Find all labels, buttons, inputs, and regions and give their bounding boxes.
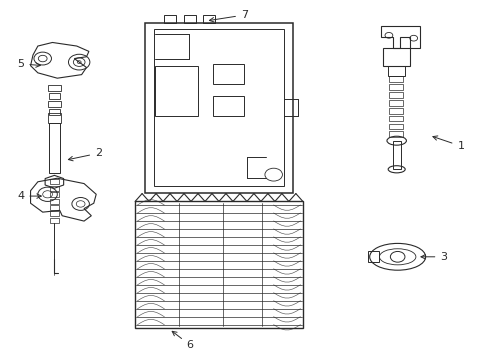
Bar xyxy=(48,85,61,91)
Bar xyxy=(212,96,244,116)
Bar xyxy=(49,205,59,210)
Text: 7: 7 xyxy=(209,10,247,22)
Bar xyxy=(135,202,302,328)
Bar xyxy=(183,15,196,23)
Bar xyxy=(49,186,59,191)
Bar xyxy=(49,109,60,115)
Bar xyxy=(47,113,61,123)
Bar xyxy=(388,108,403,113)
Bar xyxy=(388,76,403,82)
Bar xyxy=(49,218,59,223)
Bar xyxy=(49,192,59,197)
Bar xyxy=(48,101,61,107)
Bar xyxy=(153,29,284,186)
Text: 2: 2 xyxy=(68,148,102,161)
Bar xyxy=(49,199,59,203)
Bar xyxy=(382,48,409,66)
Bar xyxy=(388,123,403,129)
Bar xyxy=(154,66,198,116)
Bar xyxy=(212,64,244,84)
Bar xyxy=(144,23,292,193)
Text: 5: 5 xyxy=(17,59,40,69)
Bar xyxy=(392,141,400,169)
Bar xyxy=(388,92,403,98)
Bar xyxy=(388,100,403,106)
Text: 3: 3 xyxy=(420,252,447,262)
Bar xyxy=(49,179,59,184)
Text: 6: 6 xyxy=(172,331,193,350)
Bar xyxy=(49,211,59,216)
Bar xyxy=(388,84,403,90)
Bar xyxy=(368,251,378,262)
Bar xyxy=(203,15,215,23)
Bar xyxy=(49,123,60,173)
Bar xyxy=(387,66,404,76)
Bar xyxy=(164,15,176,23)
Text: 1: 1 xyxy=(432,136,464,151)
Bar xyxy=(388,131,403,137)
Bar xyxy=(49,93,60,99)
Text: 4: 4 xyxy=(17,191,41,201)
Bar xyxy=(388,116,403,121)
